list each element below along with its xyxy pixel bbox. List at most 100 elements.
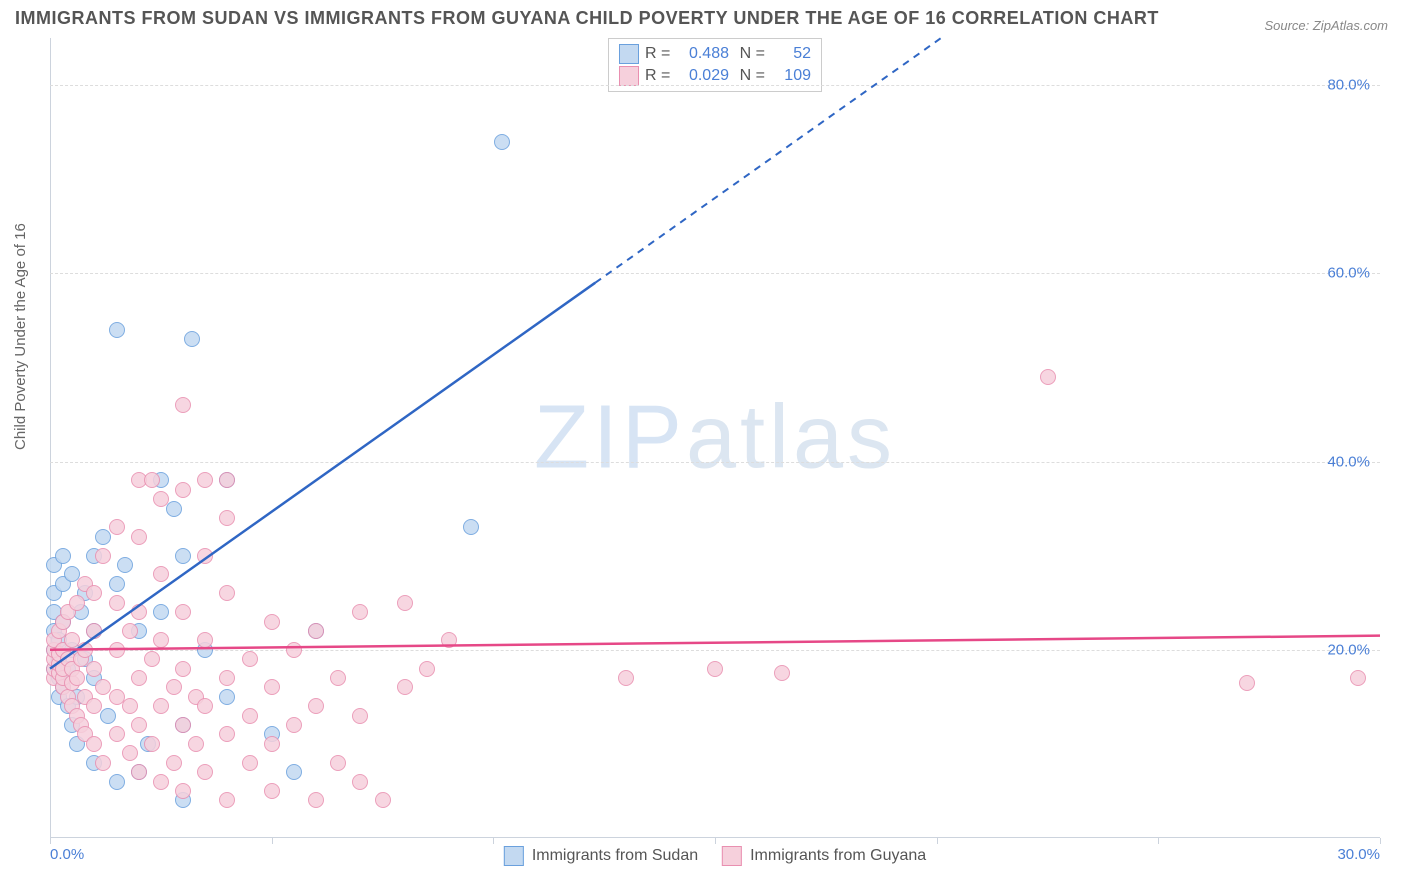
data-point [109,642,125,658]
data-point [1350,670,1366,686]
data-point [264,614,280,630]
gridline [50,462,1380,463]
x-tick-label: 0.0% [50,846,84,863]
data-point [308,623,324,639]
data-point [330,755,346,771]
x-tick-mark [1158,838,1159,844]
legend-row-sudan: R = 0.488 N = 52 [619,43,811,65]
legend-swatch-guyana [722,846,742,866]
data-point [77,642,93,658]
data-point [86,623,102,639]
data-point [352,708,368,724]
x-tick-mark [493,838,494,844]
data-point [219,689,235,705]
data-point [144,651,160,667]
legend-label-sudan: Immigrants from Sudan [532,847,698,865]
data-point [166,501,182,517]
legend-item-guyana: Immigrants from Guyana [722,846,926,866]
legend-n-label: N = [735,65,765,87]
legend-n-value-sudan: 52 [771,43,811,65]
data-point [1040,369,1056,385]
gridline [50,273,1380,274]
data-point [219,472,235,488]
data-point [397,595,413,611]
data-point [463,519,479,535]
data-point [109,726,125,742]
data-point [264,783,280,799]
data-point [242,708,258,724]
legend-r-value-sudan: 0.488 [681,43,729,65]
data-point [131,670,147,686]
data-point [352,774,368,790]
y-axis-label: Child Poverty Under the Age of 16 [12,223,29,450]
data-point [69,595,85,611]
data-point [122,623,138,639]
data-point [95,755,111,771]
data-point [109,576,125,592]
data-point [330,670,346,686]
data-point [197,548,213,564]
data-point [197,632,213,648]
data-point [352,604,368,620]
y-tick-label: 60.0% [1327,265,1370,282]
data-point [375,792,391,808]
data-point [197,764,213,780]
source-attribution: Source: ZipAtlas.com [1264,18,1388,33]
x-tick-mark [937,838,938,844]
data-point [153,604,169,620]
data-point [219,792,235,808]
data-point [86,736,102,752]
data-point [131,529,147,545]
x-tick-mark [272,838,273,844]
data-point [618,670,634,686]
data-point [308,792,324,808]
data-point [55,548,71,564]
data-point [175,397,191,413]
data-point [117,557,133,573]
y-tick-label: 20.0% [1327,641,1370,658]
data-point [144,472,160,488]
data-point [131,717,147,733]
x-tick-label: 30.0% [1337,846,1380,863]
data-point [122,745,138,761]
data-point [86,698,102,714]
data-point [100,708,116,724]
legend-label-guyana: Immigrants from Guyana [750,847,926,865]
gridline [50,85,1380,86]
legend-n-value-guyana: 109 [771,65,811,87]
data-point [175,482,191,498]
data-point [175,717,191,733]
data-point [242,755,258,771]
data-point [419,661,435,677]
data-point [197,472,213,488]
data-point [219,670,235,686]
data-point [153,491,169,507]
x-tick-mark [1380,838,1381,844]
data-point [153,632,169,648]
data-point [264,679,280,695]
data-point [286,642,302,658]
legend-swatch-sudan [504,846,524,866]
legend-swatch-guyana [619,66,639,86]
correlation-legend: R = 0.488 N = 52 R = 0.029 N = 109 [608,38,822,92]
data-point [219,726,235,742]
data-point [175,661,191,677]
x-tick-mark [50,838,51,844]
legend-item-sudan: Immigrants from Sudan [504,846,698,866]
legend-r-label: R = [645,65,675,87]
legend-n-label: N = [735,43,765,65]
data-point [175,548,191,564]
data-point [184,331,200,347]
data-point [131,764,147,780]
x-tick-mark [715,838,716,844]
data-point [242,651,258,667]
data-point [153,566,169,582]
y-axis-line [50,38,51,838]
data-point [95,548,111,564]
data-point [153,698,169,714]
chart-title: IMMIGRANTS FROM SUDAN VS IMMIGRANTS FROM… [15,8,1159,29]
data-point [175,783,191,799]
data-point [286,717,302,733]
data-point [308,698,324,714]
data-point [197,698,213,714]
